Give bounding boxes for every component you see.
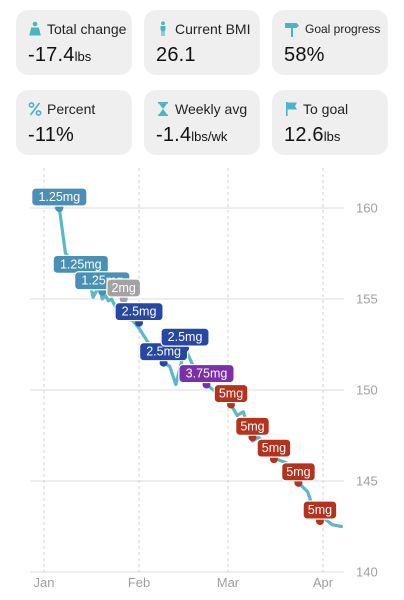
y-tick-label: 160 [356,201,378,216]
stat-card-percent[interactable]: Percent -11% [16,90,132,155]
x-tick-label: Feb [128,575,150,590]
stat-value: 26.1 [156,44,196,66]
dose-label-bg [31,187,88,207]
chart-grid [30,168,344,573]
y-tick-label: 155 [356,292,378,307]
dose-label: 2.5mg [146,345,181,359]
stat-label: Percent [47,101,96,117]
percent-icon [28,102,42,116]
stat-unit: lbs [74,49,92,64]
x-tick-label: Mar [217,575,240,590]
stat-unit: lbs/wk [191,129,228,144]
dose-label: 2.5mg [122,305,157,319]
dose-label: 2.5mg [168,330,203,344]
flag-icon [286,102,297,116]
dose-label-bg [256,438,292,458]
chart-ticks: 160 155 150 145 140 Jan Feb Mar Apr [34,201,378,591]
dose-label: 5mg [286,465,310,479]
dose-label: 3.75mg [186,367,228,381]
hourglass-icon [158,102,168,116]
stat-label: To goal [303,101,349,117]
chart-dose-layer: 1.25mg1.25mg1.25mg2mg2.5mg2.5mg2.5mg3.75… [31,187,338,526]
weight-chart[interactable]: 160 155 150 145 140 Jan Feb Mar Apr 1.25mg 1.25mg… [0,160,404,600]
stat-card-current-bmi[interactable]: Current BMI 26.1 [144,10,260,75]
stat-value: 12.6 [284,124,324,146]
signpost-icon [285,23,299,37]
dose-label: 2mg [112,281,136,295]
dose-label-bg [106,278,142,298]
stat-label: Total change [47,21,127,37]
dose-label: 5mg [219,387,243,401]
dose-label: 5mg [308,503,332,517]
stat-unit: lbs [323,129,341,144]
dose-label-bg [281,462,316,482]
stat-card-to-goal[interactable]: To goal 12.6lbs [272,90,388,155]
standing-person-icon [160,21,166,36]
stat-label: Weekly avg [175,101,248,117]
dose-label-bg [178,363,235,384]
y-tick-label: 140 [356,565,378,580]
x-tick-label: Apr [313,575,334,590]
dose-label-bg [235,416,270,436]
dose-label-bg [213,383,249,404]
dose-label-bg [114,302,164,322]
stat-value: -11% [28,124,75,146]
dose-label: 5mg [240,419,264,433]
dose-label: 5mg [262,441,286,455]
stat-card-weekly-avg[interactable]: Weekly avg -1.4lbs/wk [144,90,260,155]
stat-label: Current BMI [175,21,251,37]
stat-value: -17.4 [28,44,75,66]
dose-label-bg [302,500,338,520]
person-weight-icon [29,21,41,36]
stat-value: 58% [284,44,325,66]
stat-value: -1.4 [156,124,192,146]
x-tick-label: Jan [34,575,55,590]
stat-label: Goal progress [305,22,381,36]
dose-label: 1.25mg [60,257,102,271]
dose-label: 1.25mg [38,190,80,204]
y-tick-label: 150 [356,383,378,398]
stat-card-goal-progress[interactable]: Goal progress 58% [272,10,388,75]
y-tick-label: 145 [356,474,378,489]
dose-label-bg [160,327,210,347]
stat-card-total-change[interactable]: Total change -17.4lbs [16,10,132,75]
